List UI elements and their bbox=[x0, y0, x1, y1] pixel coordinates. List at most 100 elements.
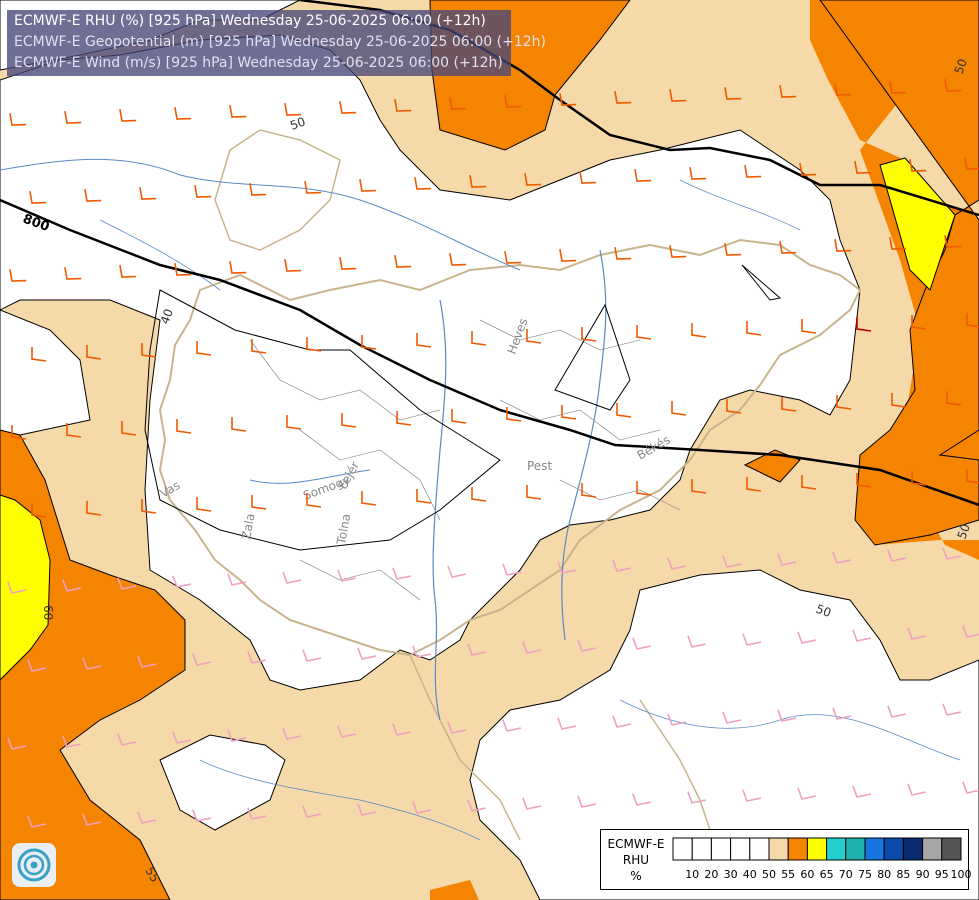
legend-title: ECMWF-E RHU % bbox=[607, 837, 665, 883]
legend-swatch-90 bbox=[902, 837, 924, 861]
wind-barb-icon bbox=[909, 159, 927, 172]
wind-barb-icon bbox=[357, 647, 377, 660]
wind-barb-icon bbox=[137, 811, 157, 824]
wind-barb-icon bbox=[557, 717, 577, 730]
legend-label-40: 40 bbox=[743, 868, 757, 881]
wind-barb-icon bbox=[722, 555, 742, 568]
wind-barb-icon bbox=[141, 343, 157, 358]
wind-barb-icon bbox=[176, 419, 192, 434]
country-border-north bbox=[214, 129, 341, 251]
wind-barb-icon bbox=[27, 659, 47, 672]
title-geopotential: ECMWF-E Geopotential (m) [925 hPa] Wedne… bbox=[14, 34, 546, 50]
rhu-orange-bottom bbox=[430, 880, 479, 900]
wind-barb-icon bbox=[227, 729, 247, 742]
wind-barb-icon bbox=[86, 501, 102, 516]
county-border-4 bbox=[499, 399, 661, 441]
geopotential-contour-800-a bbox=[0, 198, 979, 507]
contour-label-50-d: 50 bbox=[955, 522, 973, 541]
legend-swatch-60 bbox=[787, 837, 808, 861]
wind-barb-icon bbox=[614, 247, 632, 260]
wind-barb-icon bbox=[174, 107, 192, 120]
wind-barb-icon bbox=[801, 475, 817, 490]
wind-barb-icon bbox=[887, 705, 907, 718]
wind-barb-icon bbox=[889, 81, 907, 94]
legend-label-70: 70 bbox=[839, 868, 853, 881]
wind-barb-icon bbox=[797, 787, 817, 800]
legend-label-90: 90 bbox=[916, 868, 930, 881]
river-northwest bbox=[99, 219, 221, 291]
wind-barb-icon bbox=[504, 251, 522, 264]
wind-barb-icon bbox=[502, 719, 522, 732]
wind-barb-icon bbox=[854, 161, 872, 174]
county-border-5 bbox=[299, 559, 421, 601]
wind-barb-icon bbox=[612, 715, 632, 728]
wind-barb-icon bbox=[942, 547, 962, 560]
wind-barb-icon bbox=[632, 793, 652, 806]
wind-barb-icon bbox=[251, 495, 267, 510]
wind-barb-icon bbox=[7, 581, 27, 594]
wind-barb-icon bbox=[797, 631, 817, 644]
wind-barb-icon bbox=[66, 423, 82, 438]
wind-barb-icon bbox=[559, 93, 577, 106]
wind-barb-icon bbox=[416, 489, 432, 504]
wind-barb-icon bbox=[449, 253, 467, 266]
river-north bbox=[0, 158, 521, 271]
wind-barb-icon bbox=[524, 173, 542, 186]
wind-barb-icon bbox=[62, 579, 82, 592]
wind-barb-icon bbox=[227, 573, 247, 586]
county-border-6 bbox=[559, 479, 681, 511]
wind-barb-icon bbox=[502, 563, 522, 576]
river-south bbox=[199, 759, 481, 841]
wind-barb-icon bbox=[9, 269, 27, 282]
wind-barb-icon bbox=[31, 347, 47, 362]
wind-barb-icon bbox=[801, 319, 817, 334]
wind-barb-icon bbox=[229, 261, 247, 274]
wind-barb-icon bbox=[229, 105, 247, 118]
wind-barb-icon bbox=[691, 479, 707, 494]
legend-label-85: 85 bbox=[896, 868, 910, 881]
title-rhu: ECMWF-E RHU (%) [925 hPa] Wednesday 25-0… bbox=[14, 13, 486, 29]
wind-barbs bbox=[7, 79, 979, 880]
wind-barb-icon bbox=[31, 503, 47, 518]
wind-barb-icon bbox=[777, 709, 797, 722]
wind-barb-icon bbox=[27, 815, 47, 828]
wind-barb-icon bbox=[799, 163, 817, 176]
wind-barb-icon bbox=[559, 249, 577, 262]
wind-barb-icon bbox=[139, 187, 157, 200]
wind-barb-icon bbox=[117, 733, 137, 746]
wind-barb-icon bbox=[251, 339, 267, 354]
wind-barb-icon bbox=[504, 95, 522, 108]
wind-barb-icon bbox=[62, 735, 82, 748]
legend-swatch-50 bbox=[749, 837, 770, 861]
country-border-hungary bbox=[158, 238, 862, 657]
title-wind: ECMWF-E Wind (m/s) [925 hPa] Wednesday 2… bbox=[14, 55, 503, 71]
wind-barb-icon bbox=[194, 185, 212, 198]
wind-barb-icon bbox=[887, 549, 907, 562]
wind-barb-icon bbox=[306, 493, 322, 508]
contour-label-40: 40 bbox=[158, 307, 176, 326]
contour-label-50-b: 50 bbox=[814, 602, 833, 620]
wind-barb-icon bbox=[669, 89, 687, 102]
wind-barb-icon bbox=[469, 175, 487, 188]
wind-barb-icon bbox=[394, 255, 412, 268]
legend-swatch-85 bbox=[883, 837, 904, 861]
wind-barb-icon bbox=[471, 331, 487, 346]
place-label-zala: Zala bbox=[239, 512, 257, 540]
wind-barb-icon bbox=[832, 551, 852, 564]
wind-barb-icon bbox=[82, 657, 102, 670]
contour-label-55: 55 bbox=[142, 865, 162, 885]
wind-barb-icon bbox=[832, 707, 852, 720]
rhu-white-south bbox=[159, 734, 286, 831]
wind-barb-icon bbox=[86, 345, 102, 360]
wind-barb-icon bbox=[557, 561, 577, 574]
wind-barb-icon bbox=[944, 79, 962, 92]
wind-barb-icon bbox=[634, 169, 652, 182]
wind-barb-icon bbox=[337, 725, 357, 738]
wind-barb-icon bbox=[392, 723, 412, 736]
wind-barb-icon bbox=[526, 485, 542, 500]
wind-barb-icon bbox=[742, 789, 762, 802]
legend-swatch-30 bbox=[710, 837, 732, 861]
wind-barb-icon bbox=[944, 235, 962, 248]
wind-barb-icon bbox=[174, 263, 192, 276]
